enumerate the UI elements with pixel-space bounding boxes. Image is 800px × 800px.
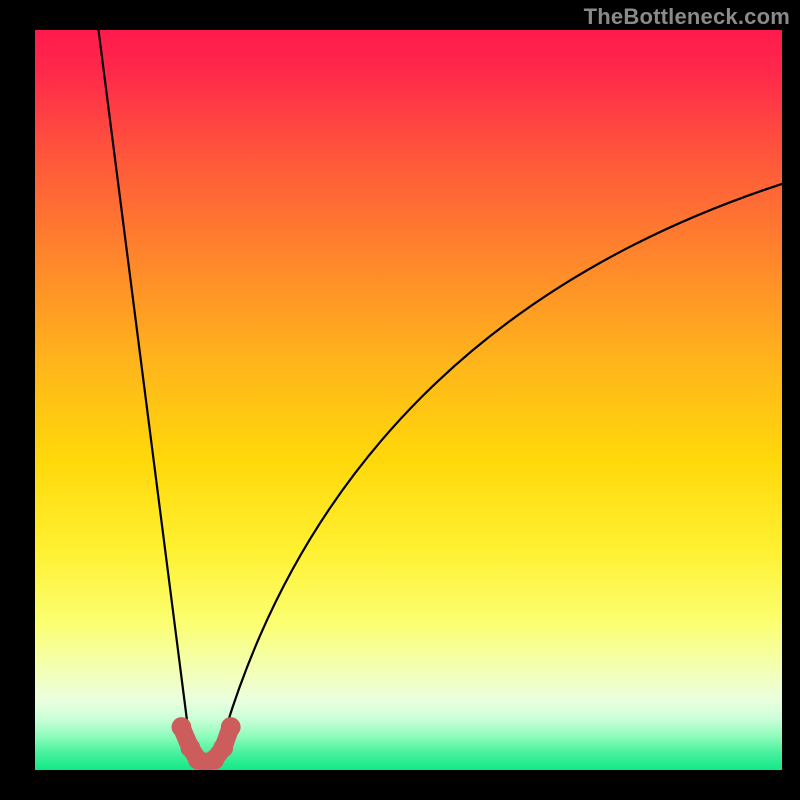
gradient-background: [35, 30, 782, 770]
optimum-marker-dot: [213, 738, 233, 758]
bottleneck-plot: [35, 30, 782, 770]
optimum-marker-dot: [221, 717, 241, 737]
chart-frame: TheBottleneck.com: [0, 0, 800, 800]
optimum-marker-dot: [172, 717, 192, 737]
watermark-text: TheBottleneck.com: [584, 4, 790, 30]
